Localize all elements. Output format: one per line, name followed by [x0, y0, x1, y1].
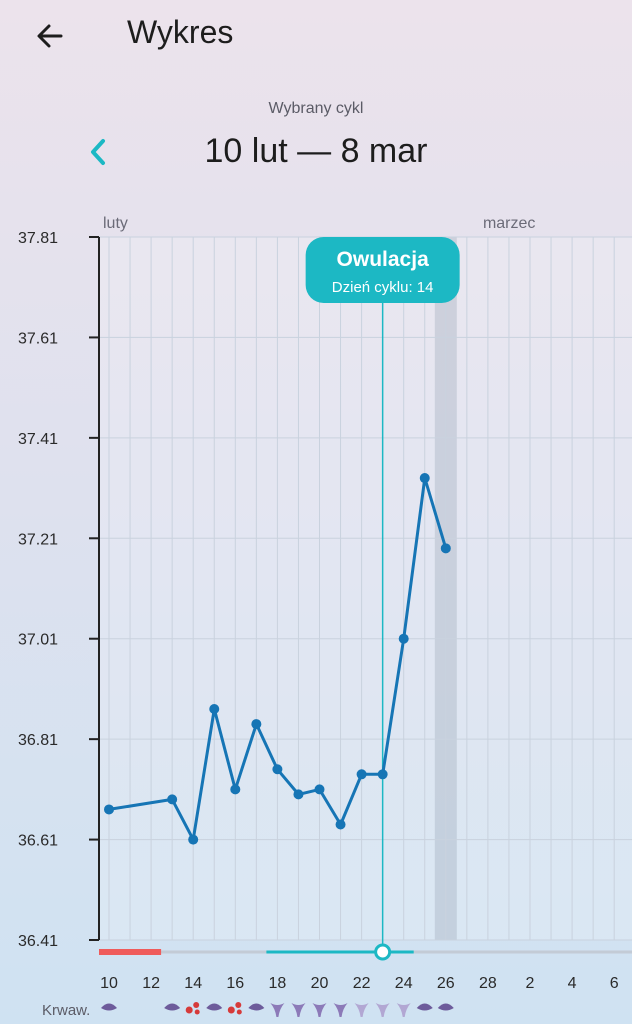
- x-tick-label: 22: [353, 975, 371, 992]
- y-tick-label: 36.81: [18, 732, 58, 749]
- drop-dark-icon: [206, 1003, 223, 1011]
- y-tick-label: 37.41: [18, 431, 58, 448]
- data-point: [272, 764, 283, 775]
- mucus-light-icon: [354, 1003, 369, 1017]
- x-tick-label: 24: [395, 975, 413, 992]
- temperature-chart[interactable]: 37.81 37.61 37.41 37.21 37.01 36.81 36.61 36.41…: [0, 200, 632, 1024]
- page-title: Wykres: [127, 14, 234, 50]
- x-tick-label: 6: [610, 975, 619, 992]
- mucus-icon: [291, 1003, 306, 1017]
- blood-drops-icon: [185, 1002, 200, 1015]
- cycle-caption: Wybrany cykl: [268, 100, 364, 117]
- month-label: marzec: [483, 215, 535, 232]
- data-point: [335, 819, 346, 830]
- x-tick-label: 16: [226, 975, 244, 992]
- drop-dark-icon: [248, 1003, 265, 1011]
- ovulation-day-label: Dzień cyklu: 14: [332, 279, 434, 296]
- data-point: [440, 543, 451, 554]
- back-button[interactable]: [26, 12, 74, 60]
- x-tick-label: 28: [479, 975, 497, 992]
- data-point: [377, 769, 388, 780]
- data-point: [398, 633, 409, 644]
- data-point: [356, 769, 367, 780]
- drop-dark-icon: [164, 1003, 181, 1011]
- ovulation-label: Owulacja: [337, 248, 430, 271]
- y-tick-label: 37.61: [18, 330, 58, 347]
- y-tick-label: 36.41: [18, 933, 58, 950]
- drop-dark-icon: [416, 1003, 433, 1011]
- y-tick-label: 36.61: [18, 833, 58, 850]
- arrow-left-icon: [37, 24, 63, 48]
- legend-label: Krwaw.: [42, 1002, 90, 1019]
- mucus-light-icon: [396, 1003, 411, 1017]
- ovulation-marker: [374, 943, 392, 961]
- app-bar: Wykres: [0, 0, 632, 72]
- data-point: [419, 473, 430, 484]
- blood-drops-icon: [227, 1002, 242, 1015]
- plot-area: [99, 237, 632, 940]
- data-point: [314, 784, 325, 795]
- data-point: [167, 794, 178, 805]
- mucus-icon: [333, 1003, 348, 1017]
- chevron-left-icon: [91, 139, 105, 165]
- y-tick-label: 37.81: [18, 230, 58, 247]
- x-tick-label: 14: [184, 975, 202, 992]
- data-point: [230, 784, 241, 795]
- drop-dark-icon: [101, 1003, 117, 1011]
- ovulation-callout: Owulacja Dzień cyklu: 14: [305, 237, 460, 303]
- data-point: [188, 834, 199, 845]
- data-point: [251, 719, 262, 730]
- previous-cycle-button[interactable]: [76, 128, 120, 176]
- month-label: luty: [103, 215, 128, 232]
- y-tick-label: 37.21: [18, 531, 58, 548]
- drop-dark-icon: [437, 1003, 454, 1011]
- x-tick-label: 20: [311, 975, 329, 992]
- mucus-icon: [270, 1003, 285, 1017]
- y-tick-label: 37.01: [18, 632, 58, 649]
- x-tick-label: 12: [142, 975, 160, 992]
- x-tick-label: 2: [526, 975, 535, 992]
- data-point: [209, 704, 220, 715]
- x-tick-label: 10: [100, 975, 118, 992]
- callout-box: [305, 237, 460, 303]
- cycle-selector: 10 lut — 8 mar: [0, 128, 632, 178]
- data-point: [104, 804, 114, 815]
- x-tick-label: 4: [568, 975, 577, 992]
- x-tick-label: 26: [437, 975, 455, 992]
- mucus-light-icon: [375, 1003, 390, 1017]
- mucus-icon: [312, 1003, 327, 1017]
- x-tick-label: 18: [269, 975, 287, 992]
- data-point: [293, 789, 304, 800]
- cycle-date-range: 10 lut — 8 mar: [204, 132, 428, 170]
